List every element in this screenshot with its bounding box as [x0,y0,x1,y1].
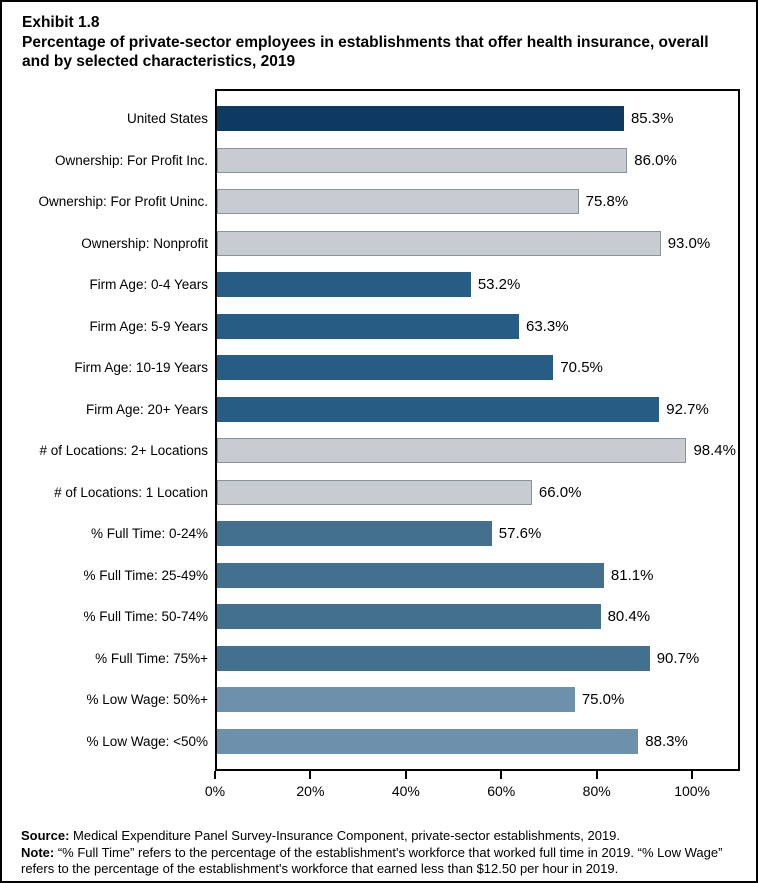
chart-row: Ownership: For Profit Inc. 86.0% [55,140,738,182]
chart-footer: Source: Medical Expenditure Panel Survey… [21,828,751,878]
axis-tick [691,771,694,779]
axis-tick-label: 80% [582,783,611,799]
axis-tick [404,771,407,779]
category-label: Firm Age: 0-4 Years [89,277,208,292]
value-label: 92.7% [666,400,709,418]
chart-row: Firm Age: 10-19 Years 70.5% [74,347,738,389]
chart-row: % Low Wage: <50% 88.3% [87,721,738,763]
bar [217,189,579,215]
source-note: Source: Medical Expenditure Panel Survey… [21,828,751,845]
chart-row: % Full Time: 25-49% 81.1% [83,555,738,597]
note-text-line-1: “% Full Time” refers to the percentage o… [54,844,723,860]
category-label: % Full Time: 50-74% [83,609,208,624]
source-label: Source: [21,828,70,843]
axis-tick [500,771,503,779]
category-label: % Full Time: 0-24% [90,526,208,541]
category-label: % Full Time: 75%+ [95,650,208,666]
value-label: 93.0% [667,234,711,252]
bar [217,106,624,132]
value-label: 98.4% [693,442,736,460]
category-label: Ownership: Nonprofit [81,235,208,251]
chart-row: % Full Time: 75%+ 90.7% [95,638,738,680]
value-label: 85.3% [630,110,674,128]
value-label: 86.0% [634,151,677,169]
bar [217,230,661,256]
value-label: 70.5% [560,359,603,377]
chart-row: # of Locations: 2+ Locations 98.4% [40,430,738,472]
bar [217,272,471,298]
value-label: 75.0% [581,691,625,709]
chart-row: # of Locations: 1 Location 66.0% [54,472,738,514]
value-label: 90.7% [656,649,700,667]
bar [217,604,601,630]
chart-row: Firm Age: 20+ Years 92.7% [86,389,738,431]
note-label: Note: [21,844,55,860]
bar [217,562,604,588]
chart-title-line-2: and by selected characteristics, 2019 [22,53,296,70]
bar [217,313,519,339]
category-label: % Full Time: 25-49% [83,567,208,583]
category-label: Firm Age: 10-19 Years [74,360,208,375]
bar [217,147,628,173]
category-label: United States [126,111,208,126]
value-label: 88.3% [645,732,688,750]
definition-note-line-1: Note: “% Full Time” refers to the percen… [21,845,751,862]
axis-tick-label: 40% [391,783,420,799]
chart-header: Exhibit 1.8 Percentage of private-sector… [22,13,752,72]
chart-row: Ownership: For Profit Uninc. 75.8% [38,181,738,223]
value-label: 80.4% [607,608,651,626]
value-label: 66.0% [538,483,582,501]
definition-note-line-2: refers to the percentage of the establis… [21,861,619,876]
axis-tick [309,771,312,779]
category-label: Ownership: For Profit Uninc. [38,194,208,209]
category-label: # of Locations: 2+ Locations [39,443,209,458]
category-label: Firm Age: 20+ Years [86,401,208,417]
category-label: Firm Age: 5-9 Years [89,318,208,334]
source-text: Medical Expenditure Panel Survey-Insuran… [69,828,621,843]
bar [217,396,660,422]
chart-row: Firm Age: 0-4 Years 53.2% [89,264,738,306]
axis-tick [214,771,216,779]
chart-title-line-1: Percentage of private-sector employees i… [22,33,709,51]
value-label: 75.8% [585,193,629,211]
category-label: % Low Wage: <50% [86,733,208,749]
axis-tick [595,771,598,779]
bar [217,687,575,713]
plot-area: United States 85.3% Ownership: For Profit … [38,89,740,771]
bar [217,438,687,464]
chart-row: % Full Time: 50-74% 80.4% [83,596,738,638]
category-label: % Low Wage: 50%+ [86,692,208,707]
value-label: 81.1% [610,566,654,584]
axis-tick-label: 100% [674,783,710,799]
axis-tick-label: 60% [487,783,516,799]
exhibit-number: Exhibit 1.8 [22,14,100,31]
chart-row: % Low Wage: 50%+ 75.0% [87,679,738,721]
chart-row: United States 85.3% [127,98,738,140]
value-label: 57.6% [498,525,542,543]
axis-tick-label: 20% [296,783,325,799]
bar [217,521,492,547]
axis-tick-label: 0% [204,783,226,799]
value-label: 53.2% [477,276,521,294]
bar [217,479,532,505]
bar [217,728,639,754]
bar [217,355,554,381]
category-label: # of Locations: 1 Location [54,484,208,500]
chart-row: % Full Time: 0-24% 57.6% [91,513,738,555]
chart-row: Ownership: Nonprofit 93.0% [81,223,738,265]
x-axis: 0% 20% 40% 60% 80% 100% [205,771,742,813]
value-label: 63.3% [526,317,569,335]
chart-row: Firm Age: 5-9 Years 63.3% [89,306,738,348]
category-label: Ownership: For Profit Inc. [54,152,208,168]
bar [217,645,650,671]
